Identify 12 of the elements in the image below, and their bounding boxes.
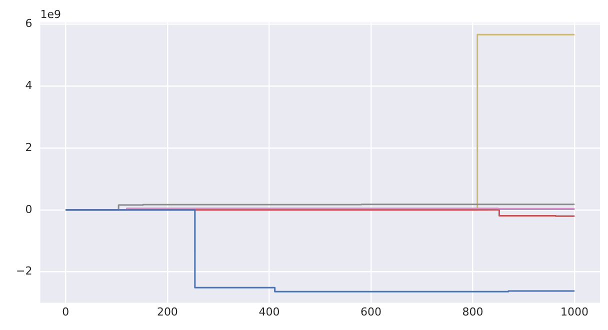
- x-tick-label: 0: [62, 305, 70, 318]
- y-tick-label: −2: [16, 264, 32, 278]
- y-tick-label: 6: [25, 17, 32, 30]
- y-tick-label: 2: [25, 140, 32, 154]
- y-tick-label: 4: [25, 78, 32, 92]
- x-tick-label: 800: [462, 305, 484, 318]
- x-tick-label: 600: [360, 305, 382, 318]
- y-tick-label: 0: [25, 202, 32, 216]
- text: 1e9: [40, 8, 61, 21]
- x-tick-label: 1000: [560, 305, 589, 318]
- x-tick-label: 200: [156, 305, 178, 318]
- x-tick-label: 400: [258, 305, 280, 318]
